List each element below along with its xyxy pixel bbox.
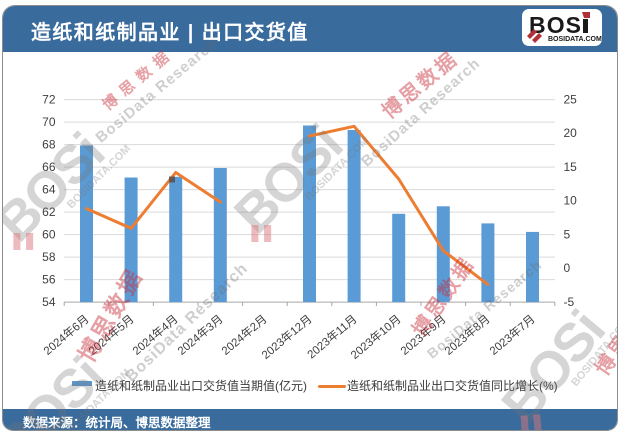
svg-text:68: 68 xyxy=(42,137,56,151)
svg-text:64: 64 xyxy=(42,182,56,196)
svg-text:72: 72 xyxy=(42,92,56,106)
svg-text:66: 66 xyxy=(42,160,56,174)
svg-text:70: 70 xyxy=(42,115,56,129)
svg-text:10: 10 xyxy=(564,194,578,208)
svg-text:54: 54 xyxy=(42,295,56,309)
svg-text:62: 62 xyxy=(42,205,56,219)
svg-text:5: 5 xyxy=(564,227,571,241)
svg-text:58: 58 xyxy=(42,250,56,264)
svg-text:0: 0 xyxy=(564,261,571,275)
svg-text:56: 56 xyxy=(42,272,56,286)
svg-text:25: 25 xyxy=(564,92,578,106)
svg-text:BOSIDATA.COM: BOSIDATA.COM xyxy=(548,36,602,43)
svg-text:BOS: BOS xyxy=(529,12,581,38)
svg-text:15: 15 xyxy=(564,160,578,174)
svg-text:60: 60 xyxy=(42,227,56,241)
svg-text:-5: -5 xyxy=(564,295,575,309)
svg-text:20: 20 xyxy=(564,126,578,140)
